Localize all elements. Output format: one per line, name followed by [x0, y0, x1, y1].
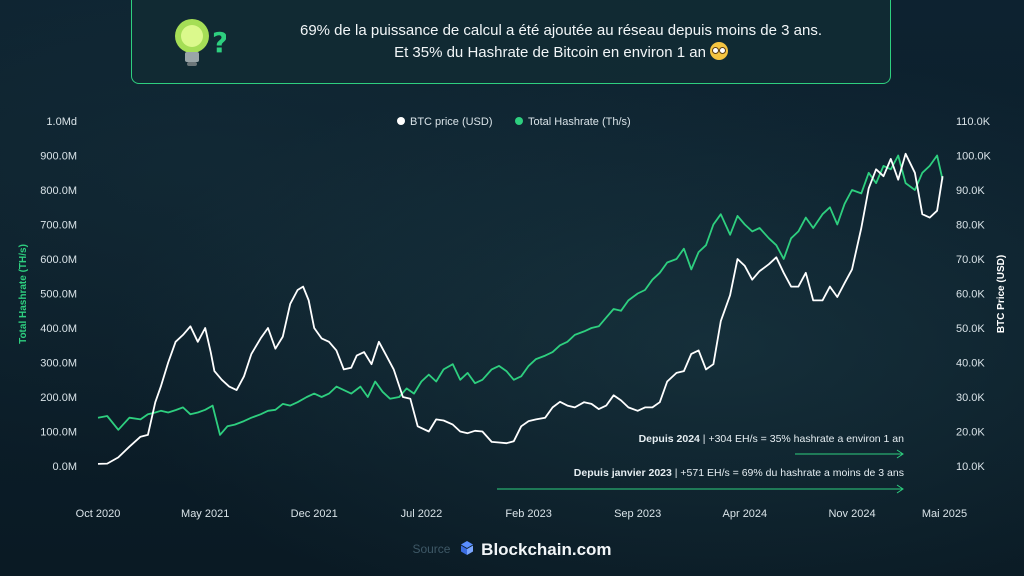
left-y-tick-label: 700.0M	[40, 220, 77, 232]
right-y-tick-label: 10.0K	[956, 461, 985, 473]
x-tick-label: Feb 2023	[505, 508, 551, 520]
annotation-arrow-head	[896, 449, 904, 459]
svg-text:?: ?	[212, 26, 226, 59]
left-y-tick-label: 0.0M	[53, 461, 77, 473]
left-y-tick-label: 400.0M	[40, 323, 77, 335]
left-y-tick-label: 900.0M	[40, 151, 77, 163]
right-axis-title: BTC Price (USD)	[996, 255, 1007, 333]
annotation-bold: Depuis 2024	[639, 433, 703, 445]
source-label: Source	[412, 542, 451, 556]
headline-line-1: 69% de la puissance de calcul a été ajou…	[299, 22, 823, 39]
x-tick-label: Jul 2022	[401, 508, 443, 520]
annotation-arrow-head	[896, 484, 904, 494]
right-y-tick-label: 110.0K	[956, 116, 991, 128]
x-tick-label: Sep 2023	[614, 508, 661, 520]
annotation-text: Depuis 2024 | +304 EH/s = 35% hashrate a…	[639, 433, 905, 445]
x-tick-label: Mai 2025	[922, 508, 967, 520]
left-y-tick-label: 100.0M	[40, 427, 77, 439]
legend-label-hashrate: Total Hashrate (Th/s)	[528, 116, 631, 128]
right-y-tick-label: 50.0K	[956, 323, 985, 335]
right-y-tick-label: 60.0K	[956, 289, 985, 301]
annotation-text: Depuis janvier 2023 | +571 EH/s = 69% du…	[574, 467, 904, 479]
left-y-tick-label: 800.0M	[40, 185, 77, 197]
legend-marker-hashrate	[515, 117, 523, 125]
right-y-tick-label: 20.0K	[956, 427, 985, 439]
right-y-tick-label: 80.0K	[956, 220, 985, 232]
x-tick-label: May 2021	[181, 508, 229, 520]
left-axis-title: Total Hashrate (TH/s)	[18, 244, 29, 344]
left-y-tick-label: 200.0M	[40, 392, 77, 404]
annotation-detail: | +304 EH/s = 35% hashrate a environ 1 a…	[703, 433, 904, 445]
left-y-tick-label: 1.0Md	[46, 116, 77, 128]
hashrate-series-line	[97, 154, 944, 436]
flushed-face-emoji	[709, 42, 728, 60]
x-tick-label: Apr 2024	[723, 508, 768, 520]
x-tick-label: Dec 2021	[291, 508, 338, 520]
x-tick-label: Nov 2024	[828, 508, 875, 520]
annotation-bold: Depuis janvier 2023	[574, 467, 675, 479]
headline-banner: ? 69% de la puissance de calcul a été aj…	[131, 0, 891, 84]
headline-line-2: Et 35% du Hashrate de Bitcoin en environ…	[252, 42, 870, 64]
right-y-tick-label: 90.0K	[956, 185, 985, 197]
right-y-tick-label: 30.0K	[956, 392, 985, 404]
source-credit: Source Blockchain.com	[0, 540, 1024, 560]
lightbulb-question-icon: ?	[175, 19, 226, 66]
right-y-tick-label: 100.0K	[956, 151, 992, 163]
left-y-tick-label: 600.0M	[40, 254, 77, 266]
source-brand: Blockchain.com	[481, 540, 612, 559]
x-tick-label: Oct 2020	[76, 508, 121, 520]
right-y-tick-label: 40.0K	[956, 358, 985, 370]
right-y-tick-label: 70.0K	[956, 254, 985, 266]
blockchain-logo-icon	[460, 541, 473, 555]
annotation-detail: | +571 EH/s = 69% du hashrate a moins de…	[675, 467, 904, 479]
btc-price-series-line	[97, 152, 944, 465]
legend-label-btc-price: BTC price (USD)	[410, 116, 493, 128]
left-y-tick-label: 500.0M	[40, 289, 77, 301]
legend-marker-btc-price	[397, 117, 405, 125]
left-y-tick-label: 300.0M	[40, 358, 77, 370]
